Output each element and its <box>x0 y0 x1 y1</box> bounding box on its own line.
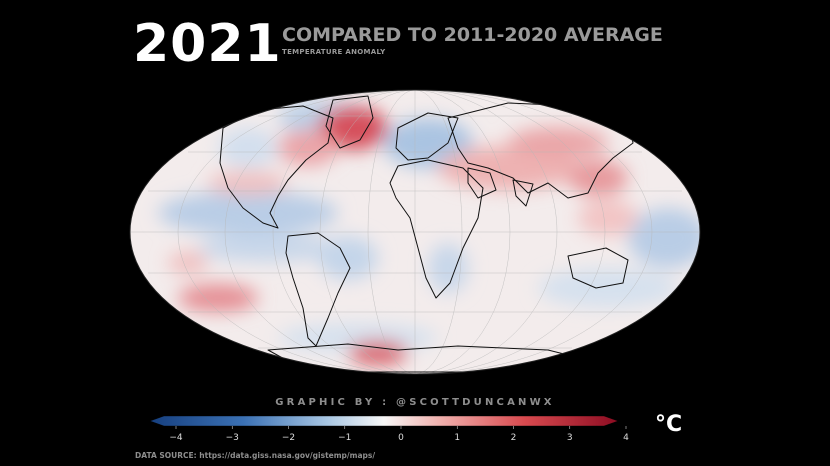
coastlines <box>219 95 634 373</box>
africa-outline <box>389 159 484 299</box>
chart-subheading: TEMPERATURE ANOMALY <box>282 48 386 56</box>
colorbar: −4 −3 −2 −1 0 1 2 3 4 <box>150 415 629 443</box>
colorbar-gradient <box>150 415 619 427</box>
colorbar-unit: °C <box>655 412 683 437</box>
globe-border <box>129 89 701 375</box>
greenland-outline <box>325 95 374 149</box>
colorbar-tick-label: 4 <box>623 433 629 443</box>
colorbar-tick-label: 2 <box>511 433 517 443</box>
chart-headline: COMPARED TO 2011-2020 AVERAGE <box>282 24 663 46</box>
colorbar-ticks: −4 −3 −2 −1 0 1 2 3 4 <box>169 426 629 443</box>
graphic-credit: GRAPHIC BY : @SCOTTDUNCANWX <box>275 397 555 408</box>
colorbar-tick-label: −2 <box>282 433 295 443</box>
colorbar-tick-label: 3 <box>567 433 573 443</box>
anomaly-field <box>158 100 700 365</box>
colorbar-tick-label: −4 <box>169 433 183 443</box>
south-america-outline <box>285 232 351 347</box>
colorbar-tick-label: 1 <box>454 433 460 443</box>
australia-outline <box>567 247 629 289</box>
graticule <box>130 90 700 374</box>
year-title: 2021 <box>133 14 282 74</box>
india-outline <box>512 179 534 207</box>
north-america-outline <box>219 105 334 229</box>
colorbar-tick-label: −3 <box>226 433 239 443</box>
colorbar-tick-label: −1 <box>338 433 351 443</box>
world-anomaly-map <box>129 89 701 375</box>
colorbar-tick-label: 0 <box>398 433 404 443</box>
arabia-outline <box>467 167 497 199</box>
data-source: DATA SOURCE: https://data.giss.nasa.gov/… <box>135 451 376 460</box>
antarctica-outline <box>267 343 589 373</box>
europe-outline <box>395 112 459 161</box>
